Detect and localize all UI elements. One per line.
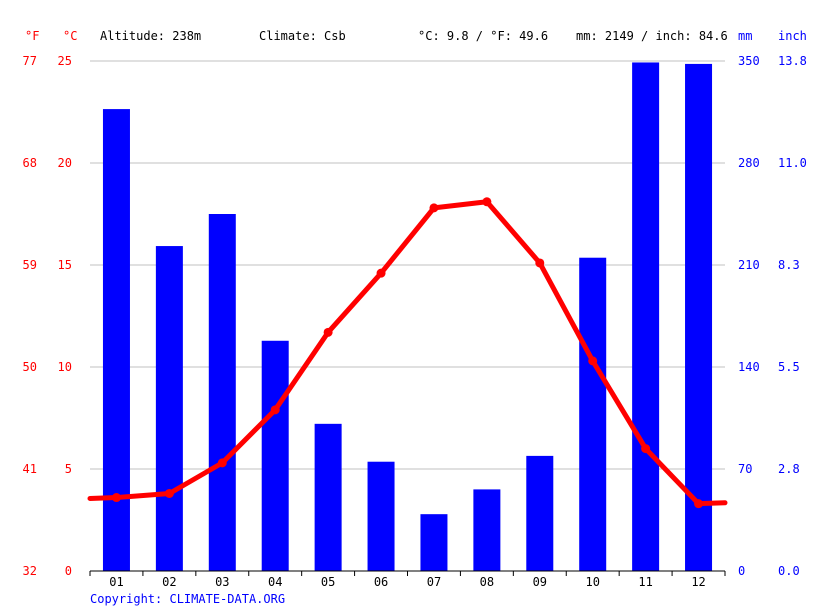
temperature-summary: °C: 9.8 / °F: 49.6 — [418, 29, 549, 43]
precipitation-bar — [579, 257, 607, 571]
altitude-label: Altitude: 238m — [100, 29, 202, 43]
precipitation-bar — [685, 63, 713, 572]
tick-label-fahrenheit: 77 — [23, 54, 37, 68]
tick-label-fahrenheit: 41 — [23, 462, 37, 476]
month-label: 08 — [480, 575, 494, 589]
month-label: 09 — [533, 575, 547, 589]
tick-label-fahrenheit: 32 — [23, 564, 37, 578]
temperature-point — [535, 258, 545, 268]
month-label: 06 — [374, 575, 388, 589]
month-label: 02 — [162, 575, 176, 589]
month-label: 11 — [638, 575, 652, 589]
tick-label-inch: 11.0 — [778, 156, 807, 170]
precipitation-bar — [155, 246, 183, 572]
tick-label-fahrenheit: 68 — [23, 156, 37, 170]
temperature-point — [111, 493, 121, 503]
temperature-polyline — [87, 199, 728, 507]
gridlines — [90, 60, 725, 470]
unit-mm-label: mm — [738, 29, 753, 43]
month-label: 12 — [691, 575, 705, 589]
precipitation-summary: mm: 2149 / inch: 84.6 — [576, 29, 728, 43]
tick-label-inch: 5.5 — [778, 360, 800, 374]
temperature-point — [376, 268, 386, 278]
tick-label-inch: 8.3 — [778, 258, 800, 272]
precipitation-bar — [261, 340, 289, 571]
temperature-point — [694, 499, 704, 509]
tick-label-mm: 140 — [738, 360, 760, 374]
precipitation-bar — [526, 455, 554, 571]
tick-label-mm: 70 — [738, 462, 752, 476]
tick-label-inch: 2.8 — [778, 462, 800, 476]
month-label: 04 — [268, 575, 282, 589]
temperature-point — [482, 197, 492, 207]
month-label: 07 — [427, 575, 441, 589]
unit-fahrenheit-label: °F — [25, 29, 40, 43]
precipitation-bar — [367, 461, 395, 571]
tick-label-inch: 13.8 — [778, 54, 807, 68]
tick-label-mm: 210 — [738, 258, 760, 272]
temperature-point — [217, 458, 227, 468]
tick-label-celsius: 15 — [58, 258, 72, 272]
precipitation-bar — [473, 489, 501, 571]
tick-label-celsius: 20 — [58, 156, 72, 170]
tick-label-celsius: 5 — [65, 462, 72, 476]
precipitation-bars — [102, 62, 713, 572]
tick-label-celsius: 0 — [65, 564, 72, 578]
temperature-point — [641, 444, 651, 454]
month-label: 03 — [215, 575, 229, 589]
temperature-line — [87, 197, 728, 509]
tick-label-celsius: 25 — [58, 54, 72, 68]
temperature-point — [429, 203, 439, 213]
tick-label-celsius: 10 — [58, 360, 72, 374]
temperature-point — [588, 356, 598, 366]
temperature-point — [164, 488, 174, 498]
axes: 32 0 41 5 50 10 59 15 68 20 77 25 0 0.0 70 2.8 140 5.5 210… — [23, 54, 807, 589]
unit-inch-label: inch — [778, 29, 807, 43]
tick-label-mm: 350 — [738, 54, 760, 68]
climate-label: Climate: Csb — [259, 29, 346, 43]
precipitation-bar — [420, 514, 448, 571]
month-label: 10 — [585, 575, 599, 589]
tick-label-mm: 280 — [738, 156, 760, 170]
tick-label-fahrenheit: 59 — [23, 258, 37, 272]
temperature-point — [323, 327, 333, 337]
tick-label-fahrenheit: 50 — [23, 360, 37, 374]
month-label: 01 — [109, 575, 123, 589]
precipitation-bar — [314, 423, 342, 571]
tick-label-mm: 0 — [738, 564, 745, 578]
copyright-link[interactable]: Copyright: CLIMATE-DATA.ORG — [90, 592, 286, 606]
unit-celsius-label: °C — [63, 29, 78, 43]
precipitation-bar — [208, 214, 236, 571]
tick-label-inch: 0.0 — [778, 564, 800, 578]
precipitation-bar — [632, 62, 660, 571]
month-label: 05 — [321, 575, 335, 589]
temperature-point — [270, 405, 280, 415]
